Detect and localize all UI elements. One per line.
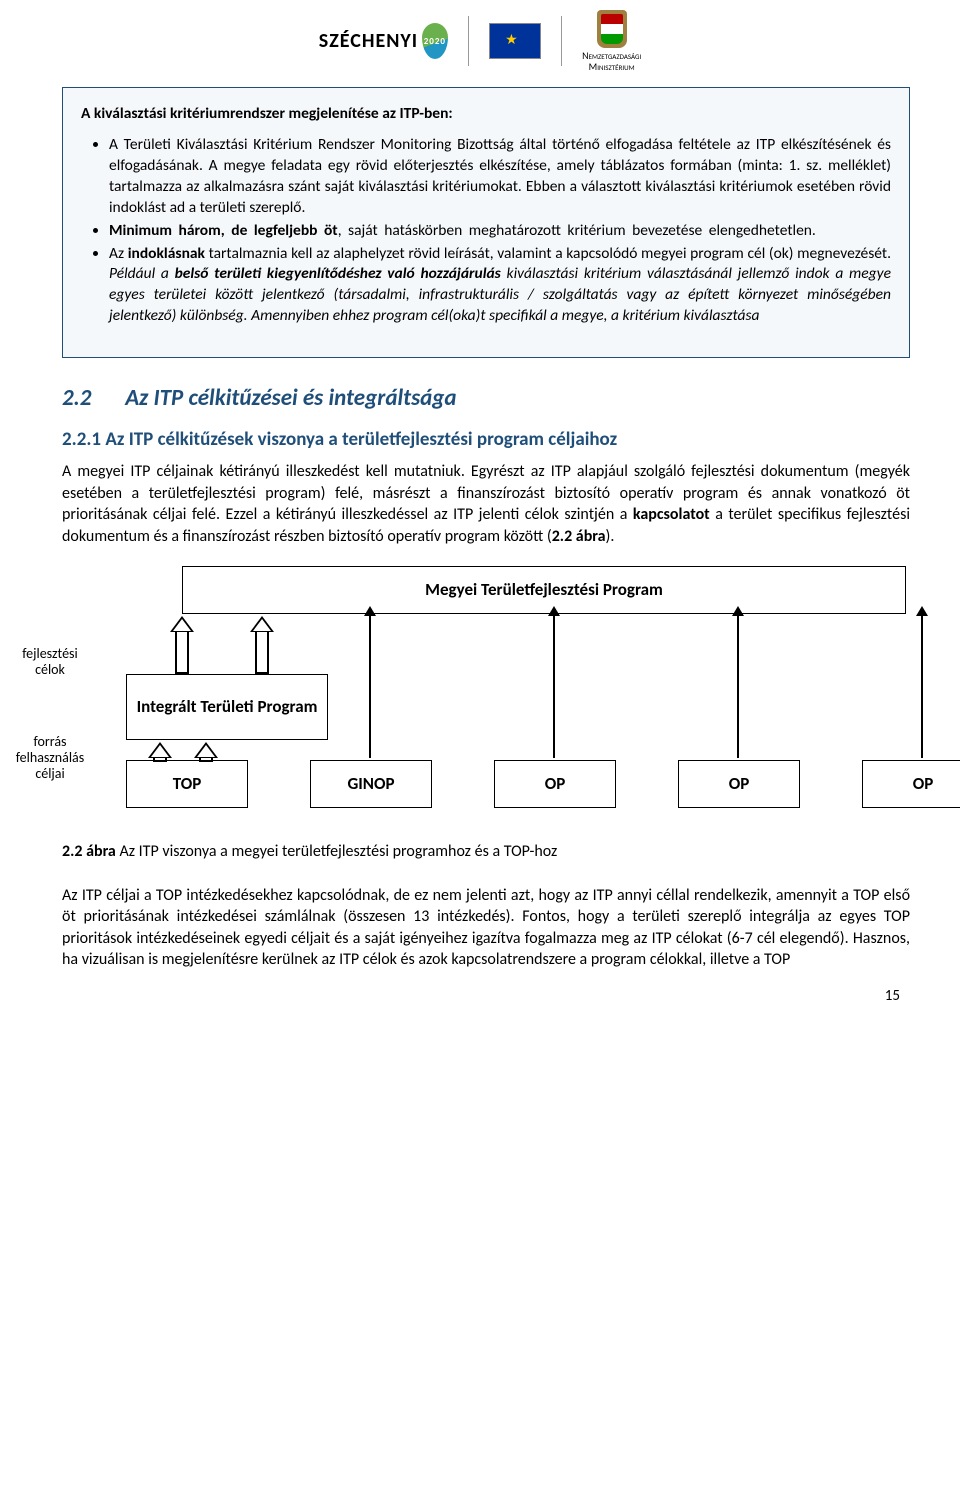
szechenyi-text: SZÉCHENYI — [319, 29, 418, 53]
arrow-up-icon — [250, 616, 274, 674]
info-box-item: A Területi Kiválasztási Kritérium Rendsz… — [109, 135, 891, 219]
arrow-up-icon — [737, 616, 739, 758]
diagram-bottom-box: OP — [494, 760, 616, 808]
info-box-title: A kiválasztási kritériumrendszer megjele… — [81, 104, 891, 125]
drop-icon: 2020 — [422, 23, 448, 59]
drop-year: 2020 — [424, 36, 446, 47]
arrow-up-icon — [148, 742, 172, 762]
p1-bold1: kapcsolatot — [633, 505, 710, 524]
arrow-up-icon — [921, 616, 923, 758]
subsection-heading: 2.2.1 Az ITP célkitűzések viszonya a ter… — [62, 428, 910, 451]
p1-bold2: 2.2 ábra — [552, 527, 606, 546]
diagram-bottom-box: OP — [678, 760, 800, 808]
section-number: 2.2 — [62, 384, 120, 412]
diagram-top-box: Megyei Területfejlesztési Program — [182, 566, 906, 614]
arrow-up-icon — [369, 616, 371, 758]
info-box-item: Az indoklásnak tartalmaznia kell az alap… — [109, 244, 891, 328]
header: SZÉCHENYI 2020 ★ Nemzetgazdasági Miniszt… — [0, 0, 960, 87]
ministry-block: Nemzetgazdasági Minisztérium — [582, 10, 641, 72]
crest-icon — [597, 10, 627, 48]
p1-c: ). — [606, 527, 615, 546]
info-box: A kiválasztási kritériumrendszer megjele… — [62, 87, 910, 358]
arrow-up-icon — [170, 616, 194, 674]
divider-icon — [468, 16, 469, 66]
diagram-bottom-box: TOP — [126, 760, 248, 808]
arrow-up-icon — [553, 616, 555, 758]
section-heading: 2.2 Az ITP célkitűzései és integráltsága — [62, 384, 910, 412]
paragraph-2: Az ITP céljai a TOP intézkedésekhez kapc… — [62, 885, 910, 971]
diagram: Megyei Területfejlesztési Program Integrá… — [62, 566, 910, 826]
info-box-item: Minimum három, de legfeljebb öt, saját h… — [109, 221, 891, 242]
ministry-line2: Minisztérium — [582, 61, 641, 72]
eu-flag-icon: ★ — [489, 23, 541, 59]
divider-icon — [561, 16, 562, 66]
figure-caption: 2.2 ábra Az ITP viszonya a megyei terüle… — [62, 842, 910, 861]
diagram-bottom-box: GINOP — [310, 760, 432, 808]
fig-caption-bold: 2.2 ábra — [62, 842, 116, 861]
diagram-side-label-2: forrásfelhasználáscéljai — [6, 734, 94, 782]
szechenyi-logo: SZÉCHENYI 2020 — [319, 23, 448, 59]
eu-stars-icon: ★ — [505, 31, 516, 48]
page-number: 15 — [0, 979, 960, 1015]
diagram-itp-box: Integrált Területi Program — [126, 674, 328, 740]
diagram-side-label-1: fejlesztési célok — [6, 646, 94, 678]
arrow-up-icon — [194, 742, 218, 762]
paragraph-1: A megyei ITP céljainak kétirányú illeszk… — [62, 461, 910, 547]
subsection-number: 2.2.1 — [62, 428, 101, 451]
diagram-bottom-box: OP — [862, 760, 960, 808]
info-box-list: A Területi Kiválasztási Kritérium Rendsz… — [81, 135, 891, 327]
content: A kiválasztási kritériumrendszer megjele… — [0, 87, 960, 971]
fig-caption-rest: Az ITP viszonya a megyei területfejleszt… — [116, 842, 557, 861]
section-title: Az ITP célkitűzései és integráltsága — [125, 384, 456, 412]
subsection-title: Az ITP célkitűzések viszonya a területfe… — [105, 428, 617, 451]
